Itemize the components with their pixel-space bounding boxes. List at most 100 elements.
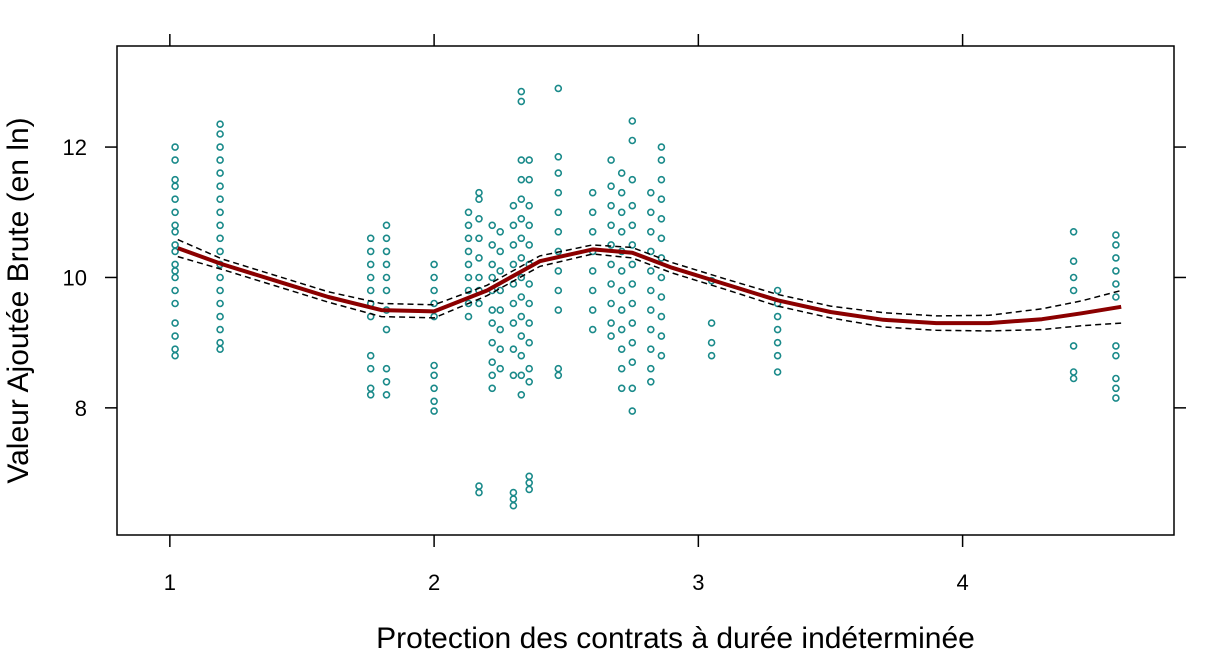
scatter-point bbox=[1069, 273, 1078, 282]
scatter-point bbox=[657, 332, 666, 340]
scatter-point bbox=[628, 407, 637, 415]
scatter-point bbox=[607, 280, 615, 288]
scatter-point bbox=[607, 156, 615, 164]
scatter-point bbox=[646, 345, 655, 354]
scatter-point bbox=[517, 87, 526, 96]
scatter-point bbox=[588, 267, 597, 275]
scatter-point bbox=[517, 273, 526, 282]
scatter-point bbox=[464, 260, 473, 269]
scatter-point bbox=[588, 228, 597, 236]
scatter-point bbox=[517, 293, 526, 301]
scatter-point bbox=[475, 488, 483, 497]
scatter-point bbox=[525, 280, 534, 288]
scatter-point bbox=[646, 228, 655, 236]
scatter-point bbox=[216, 182, 224, 190]
scatter-point bbox=[657, 195, 666, 203]
scatter-point bbox=[216, 273, 224, 282]
scatter-point bbox=[464, 299, 473, 308]
scatter-point bbox=[430, 312, 438, 321]
scatter-point bbox=[773, 325, 782, 334]
scatter-point bbox=[773, 286, 782, 295]
scatter-point bbox=[496, 286, 505, 295]
scatter-point bbox=[171, 260, 179, 269]
scatter-point bbox=[1112, 374, 1120, 383]
scatter-point bbox=[617, 208, 626, 217]
scatter-point bbox=[475, 188, 483, 197]
plot-frame bbox=[116, 45, 1175, 536]
scatter-point bbox=[617, 384, 626, 393]
scatter-point bbox=[1069, 342, 1078, 350]
scatter-point bbox=[509, 221, 518, 230]
scatter-point bbox=[475, 234, 483, 243]
scatter-point bbox=[430, 299, 438, 308]
scatter-point bbox=[216, 156, 224, 164]
scatter-point bbox=[588, 208, 597, 217]
scatter-point bbox=[430, 384, 438, 393]
scatter-point bbox=[488, 221, 497, 230]
scatter-point bbox=[517, 215, 526, 223]
scatter-point bbox=[475, 195, 483, 203]
scatter-point bbox=[554, 188, 563, 197]
scatter-point bbox=[382, 247, 391, 256]
scatter-point bbox=[216, 286, 224, 295]
scatter-point bbox=[509, 488, 518, 497]
scatter-point bbox=[509, 299, 518, 308]
scatter-point bbox=[657, 273, 666, 282]
scatter-point bbox=[464, 286, 473, 295]
scatter-point bbox=[628, 338, 637, 347]
y-tick-label: 8 bbox=[75, 396, 87, 421]
scatter-point bbox=[628, 117, 637, 125]
scatter-point bbox=[216, 195, 224, 203]
fit-curve bbox=[177, 246, 1122, 326]
scatter-point bbox=[554, 169, 563, 177]
scatter-point bbox=[525, 319, 534, 327]
scatter-point bbox=[554, 84, 563, 93]
scatter-point bbox=[646, 306, 655, 314]
scatter-point bbox=[617, 364, 626, 373]
scatter-point bbox=[607, 319, 615, 327]
scatter-point bbox=[773, 312, 782, 321]
scatter-point bbox=[475, 299, 483, 308]
scatter-point bbox=[617, 169, 626, 177]
scatter-point bbox=[171, 332, 179, 340]
scatter-point bbox=[216, 338, 224, 347]
scatter-point bbox=[525, 299, 534, 308]
scatter-point bbox=[588, 286, 597, 295]
scatter-point bbox=[382, 377, 391, 386]
scatter-point bbox=[430, 273, 438, 282]
x-tick-label: 1 bbox=[164, 570, 176, 595]
scatter-point bbox=[382, 221, 391, 230]
scatter-point bbox=[1112, 394, 1120, 402]
scatter-point bbox=[171, 351, 179, 360]
scatter-point bbox=[488, 260, 497, 269]
scatter-point bbox=[509, 241, 518, 249]
scatter-point bbox=[554, 208, 563, 217]
scatter-point bbox=[517, 351, 526, 360]
scatter-point bbox=[488, 273, 497, 282]
scatter-point bbox=[1112, 293, 1120, 301]
scatter-point bbox=[366, 234, 375, 243]
scatter-point bbox=[216, 120, 224, 128]
scatter-point bbox=[588, 188, 597, 197]
scatter-point bbox=[646, 377, 655, 386]
scatter-point bbox=[607, 299, 615, 308]
scatter-point bbox=[496, 247, 505, 256]
scatter-point bbox=[773, 368, 782, 376]
scatter-point bbox=[488, 384, 497, 393]
scatter-point bbox=[464, 208, 473, 217]
scatter-point bbox=[216, 247, 224, 256]
scatter-point bbox=[509, 319, 518, 327]
scatter-point bbox=[517, 195, 526, 203]
scatter-point bbox=[628, 260, 637, 269]
scatter-point bbox=[525, 156, 534, 164]
scatter-point bbox=[646, 188, 655, 197]
scatter-point bbox=[496, 306, 505, 314]
scatter-point bbox=[525, 485, 534, 494]
scatter-point bbox=[430, 361, 438, 370]
scatter-point bbox=[607, 182, 615, 190]
scatter-point bbox=[475, 215, 483, 223]
scatter-point bbox=[646, 286, 655, 295]
scatter-point bbox=[517, 97, 526, 106]
scatter-point bbox=[517, 390, 526, 399]
scatter-point bbox=[366, 273, 375, 282]
